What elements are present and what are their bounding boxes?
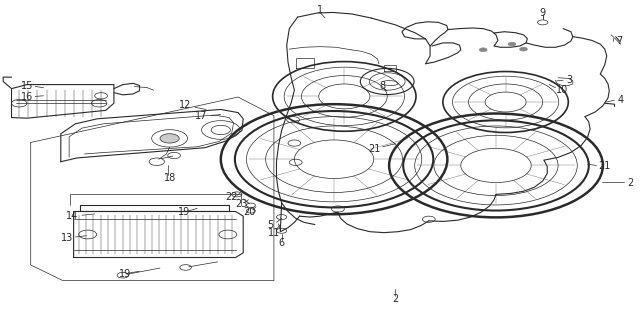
Text: 3: 3	[566, 75, 573, 85]
Circle shape	[520, 47, 527, 51]
Text: 22: 22	[225, 192, 238, 202]
Circle shape	[479, 48, 487, 52]
Text: 9: 9	[540, 8, 546, 18]
Text: 18: 18	[163, 173, 176, 183]
Text: 2: 2	[392, 294, 398, 304]
Text: 17: 17	[195, 111, 208, 121]
Text: 8: 8	[380, 81, 386, 91]
Text: 7: 7	[616, 36, 623, 46]
Text: 14: 14	[65, 211, 78, 221]
Text: 10: 10	[556, 85, 568, 95]
Circle shape	[508, 42, 516, 46]
Text: 5: 5	[267, 220, 273, 230]
Text: 15: 15	[20, 81, 33, 91]
Text: 19: 19	[178, 207, 191, 217]
Circle shape	[160, 134, 179, 143]
Text: 6: 6	[278, 238, 285, 248]
Text: 1: 1	[317, 5, 323, 15]
Text: 11: 11	[268, 228, 280, 238]
Text: 12: 12	[179, 100, 192, 110]
Text: 21: 21	[368, 144, 381, 154]
Text: 4: 4	[618, 95, 624, 105]
Text: 19: 19	[118, 269, 131, 279]
Text: 21: 21	[598, 161, 611, 171]
Text: 16: 16	[20, 92, 33, 102]
Text: 13: 13	[61, 233, 74, 243]
Text: 2: 2	[627, 178, 634, 188]
Text: 20: 20	[243, 207, 256, 217]
Text: 23: 23	[236, 199, 248, 209]
